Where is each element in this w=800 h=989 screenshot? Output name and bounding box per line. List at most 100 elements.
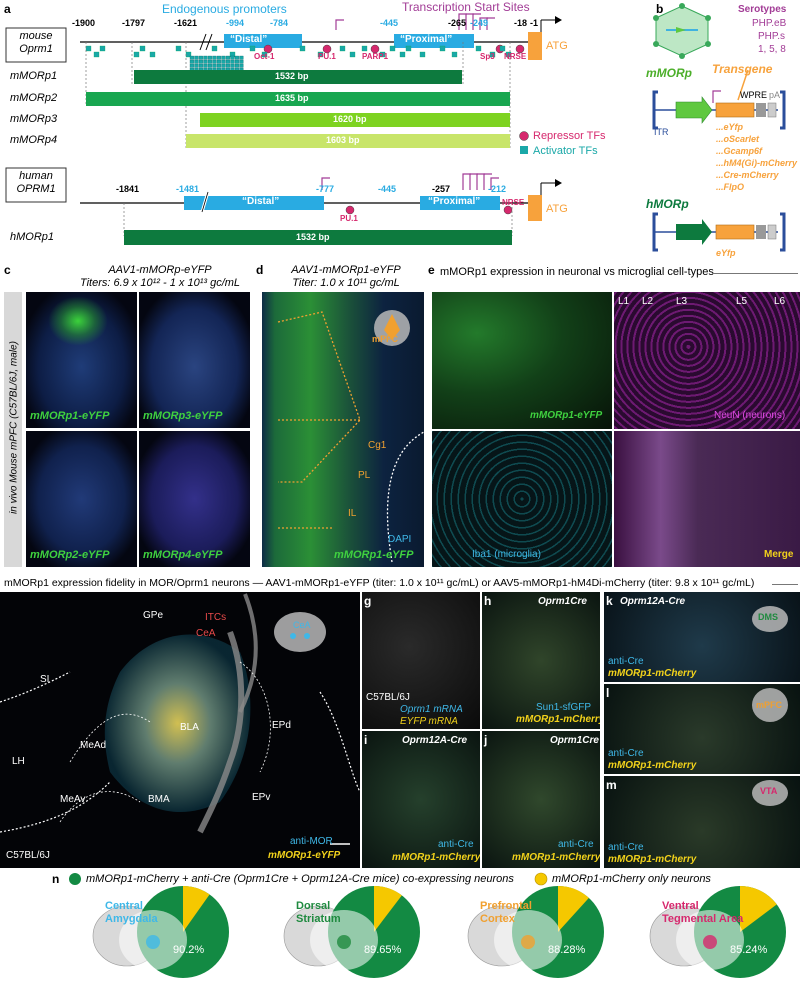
e-label-2: NeuN (neurons): [714, 410, 786, 421]
micro-c3: mMORp2-eYFP: [26, 431, 137, 567]
construct-name-2: mMORp2: [10, 92, 58, 104]
d-region-mpfc: mPFC: [372, 334, 399, 344]
transgene-label: Transgene: [712, 62, 773, 76]
pie-region-label: Dorsal: [296, 900, 331, 912]
human-coord: -1841: [116, 184, 140, 194]
mouse-coord: -1: [530, 18, 539, 28]
c-label-3: mMORp2-eYFP: [30, 549, 110, 561]
micro-e2: L1 L2 L3 L5 L6 NeuN (neurons): [614, 292, 800, 429]
serotype-1: PHP.eB: [752, 18, 787, 29]
transgene-item: ...oScarlet: [716, 134, 760, 144]
mmorp-label: mMORp: [646, 66, 692, 80]
panel-letter-g: g: [364, 594, 372, 608]
pie-region-label: Central: [105, 900, 143, 912]
panel-letter-d: d: [256, 263, 264, 277]
legend-repressor: Repressor TFs: [533, 130, 606, 142]
micro-d: mPFC Cg1 PL IL DAPI mMORp1-eYFP: [262, 292, 424, 567]
m-l1: anti-Cre: [608, 842, 644, 853]
human-construct-bar: [124, 230, 512, 245]
panel-letter-k: k: [606, 594, 613, 608]
d-label: mMORp1-eYFP: [334, 549, 414, 561]
f-region-label: MeAd: [80, 740, 107, 751]
panel-c-titers: Titers: 6.9 x 10¹² - 1 x 10¹³ gc/mL: [79, 277, 241, 289]
panel-letter-l: l: [606, 686, 610, 700]
mouse-gene-label: mouse Oprm1: [19, 30, 53, 55]
i-mouse: Oprm12A-Cre: [402, 735, 468, 746]
f-region-label: EPd: [272, 720, 291, 731]
human-coord: -445: [378, 184, 397, 194]
human-coord: -777: [316, 184, 335, 194]
pie-slice-only-0: [183, 886, 210, 932]
legend-activator: Activator TFs: [533, 145, 598, 157]
human-construct-name: hMORp1: [10, 231, 55, 243]
g-l2: EYFP mRNA: [400, 716, 458, 727]
f-anti: anti-MOR: [290, 836, 333, 847]
h-l2: mMORp1-mCherry: [516, 714, 600, 725]
micro-c4: mMORp4-eYFP: [139, 431, 250, 567]
pie-region-label: Prefrontal: [480, 900, 532, 912]
micro-j: j Oprm1Cre anti-Cre mMORp1-mCherry: [482, 731, 600, 868]
pie-region-label: Cortex: [480, 913, 515, 925]
micro-e4: Merge: [614, 431, 800, 567]
panel-letter-i: i: [364, 733, 368, 747]
pie-value-label: 88.28%: [548, 944, 586, 956]
side-label: in vivo Mouse mPFC (C57BL/6J, male): [8, 341, 20, 514]
endogenous-promoters-label: Endogenous promoters: [162, 2, 287, 16]
m-inset: VTA: [760, 786, 778, 796]
k-l2: mMORp1-mCherry: [608, 668, 697, 679]
pie-charts: [92, 886, 786, 978]
oct1-label: Oct-1: [254, 52, 275, 61]
mouse-coord: -265: [448, 18, 467, 28]
panel-letter-e: e: [428, 263, 435, 277]
d-region-il: IL: [348, 508, 357, 519]
human-construct-len: 1532 bp: [296, 232, 330, 242]
human-distal-label: “Distal”: [242, 196, 280, 207]
f-region-label: GPe: [143, 610, 164, 621]
layer-label: L5: [736, 296, 748, 307]
j-mouse: Oprm1Cre: [550, 735, 599, 746]
human-coord: -257: [432, 184, 451, 194]
panel-c-title: AAV1-mMORp-eYFP: [108, 264, 212, 276]
i-l2: mMORp1-mCherry: [392, 852, 480, 863]
mouse-proximal-label: “Proximal”: [400, 34, 453, 45]
serotype-2: PHP.s: [758, 31, 786, 42]
panel-letter-m: m: [606, 778, 617, 792]
micro-e3: Iba1 (microglia): [432, 431, 612, 567]
n-legend-coexp: mMORp1-mCherry + anti-Cre (Oprm1Cre + Op…: [86, 873, 514, 885]
serotype-3: 1, 5, 8: [758, 44, 786, 55]
layer-label: L1: [618, 296, 630, 307]
transgene-item: ...FlpO: [716, 182, 744, 192]
construct-len-3: 1620 bp: [333, 114, 367, 124]
d-region-cg1: Cg1: [368, 440, 387, 451]
mouse-coord: -784: [270, 18, 289, 28]
mouse-coord: -249: [470, 18, 489, 28]
panel-b-diagram: [652, 3, 786, 252]
e-label-4: Merge: [764, 549, 794, 560]
i-l1: anti-Cre: [438, 839, 474, 850]
pie-value-label: 90.2%: [173, 944, 205, 956]
transgene-item: ...Cre-mCherry: [716, 170, 779, 180]
h-transgene: eYfp: [716, 248, 736, 258]
construct-name-4: mMORp4: [10, 134, 58, 146]
construct-name-1: mMORp1: [10, 70, 58, 82]
construct-len-4: 1603 bp: [326, 135, 360, 145]
d-region-pl: PL: [358, 470, 371, 481]
construct-bar-3: [200, 113, 510, 127]
c-label-2: mMORp3-eYFP: [143, 410, 223, 422]
micro-l: l mPFC anti-Cre mMORp1-mCherry: [604, 684, 800, 774]
side-label-bar: [4, 292, 22, 567]
micro-m: m VTA anti-Cre mMORp1-mCherry: [604, 776, 800, 868]
h-l1: Sun1-sfGFP: [536, 702, 592, 713]
human-pu1-label: PU.1: [340, 214, 358, 223]
l-l2: mMORp1-mCherry: [608, 760, 697, 771]
micro-c1: mMORp1-eYFP: [26, 292, 137, 428]
f-region-label: CeA: [196, 628, 216, 639]
k-inset: DMS: [758, 612, 778, 622]
construct-name-3: mMORp3: [10, 113, 58, 125]
f-region-label: EPv: [252, 792, 271, 803]
transgene-item: ...Gcamp6f: [716, 146, 763, 156]
pie-region-label: Tegmental Area: [662, 913, 744, 925]
micro-i: i Oprm12A-Cre anti-Cre mMORp1-mCherry: [362, 731, 480, 868]
serotypes-title: Serotypes: [738, 4, 787, 15]
c-label-4: mMORp4-eYFP: [143, 549, 223, 561]
